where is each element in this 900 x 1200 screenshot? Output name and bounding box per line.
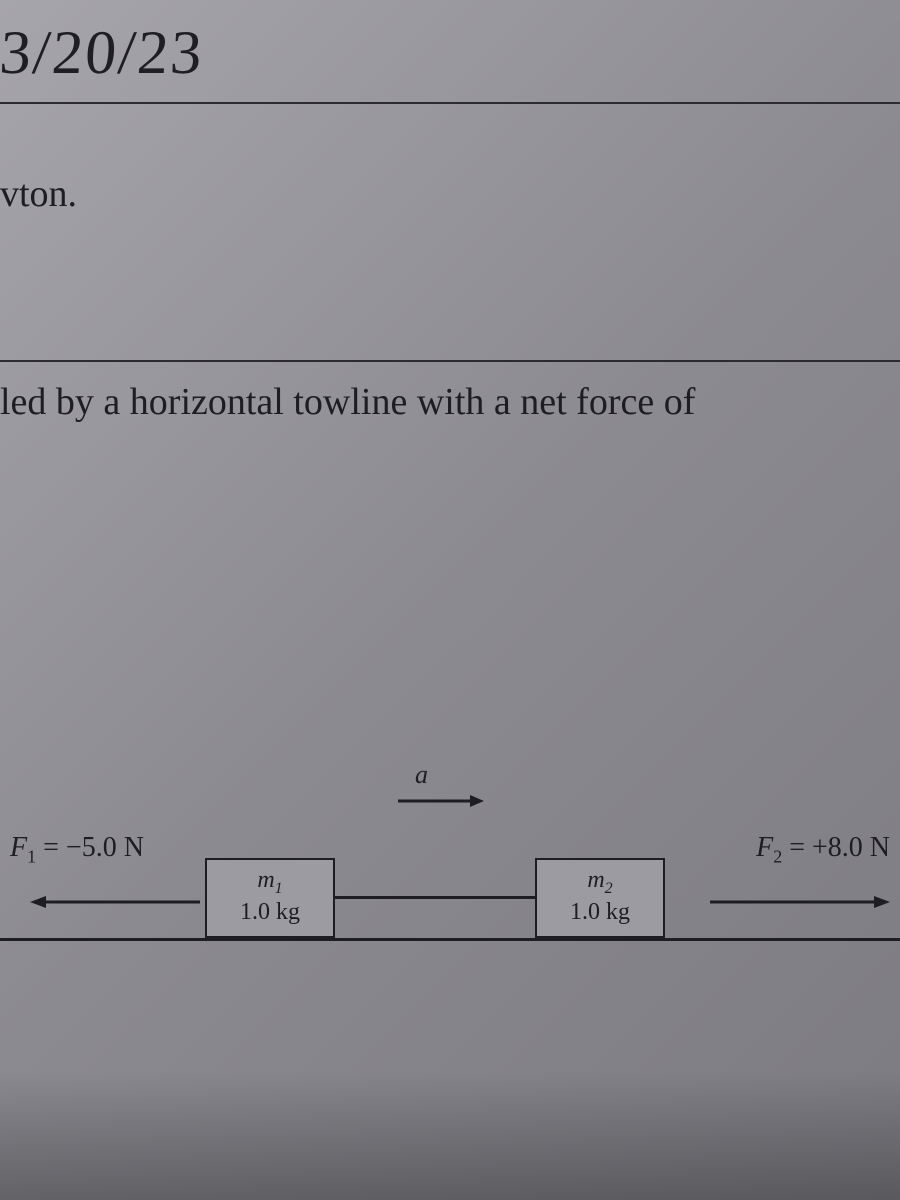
mass1-value: 1.0 kg — [207, 899, 333, 926]
mass2-subscript: 2 — [605, 880, 613, 897]
mass1-subscript: 1 — [275, 880, 283, 897]
mass1-symbol: m — [257, 867, 274, 893]
force-left-subscript: 1 — [27, 847, 36, 867]
page-shadow — [0, 1070, 900, 1200]
force-left-label: F1 = −5.0 N — [10, 832, 144, 868]
page-root: 3/20/23 vton. led by a horizontal towlin… — [0, 0, 900, 1200]
force-left-symbol: F — [10, 832, 27, 863]
handwritten-date: 3/20/23 — [0, 18, 206, 89]
force-right-label: F2 = +8.0 N — [756, 832, 890, 868]
rule-line — [0, 360, 900, 362]
rule-line — [0, 102, 900, 104]
force-diagram: a F1 = −5.0 N m1 1.0 kg — [0, 760, 900, 1060]
connector-line — [335, 896, 535, 899]
ground-line — [0, 938, 900, 941]
text-fragment-vton: vton. — [0, 172, 77, 216]
force-right-value: = +8.0 N — [789, 832, 890, 863]
mass-box-1: m1 1.0 kg — [205, 858, 335, 938]
force-right-subscript: 2 — [773, 847, 782, 867]
force-right-arrow-icon — [710, 894, 880, 915]
mass2-value: 1.0 kg — [537, 899, 663, 926]
mass-box-2: m2 1.0 kg — [535, 858, 665, 938]
force-left-arrow-icon — [30, 894, 190, 915]
acceleration-label: a — [415, 760, 428, 790]
text-fragment-sentence: led by a horizontal towline with a net f… — [0, 380, 900, 424]
force-right-symbol: F — [756, 832, 773, 863]
acceleration-arrow-icon — [398, 794, 478, 796]
mass2-symbol: m — [587, 867, 604, 893]
force-left-value: = −5.0 N — [43, 832, 144, 863]
